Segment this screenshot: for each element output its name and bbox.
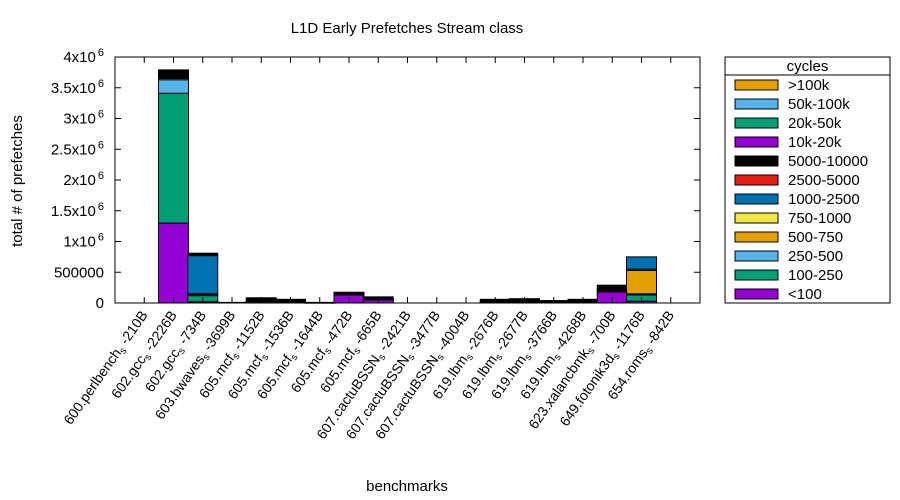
y-axis-label: total # of prefetches: [9, 115, 26, 247]
legend-label: 500-750: [788, 229, 843, 246]
legend-swatch: [734, 269, 779, 281]
legend-swatch: [734, 117, 779, 129]
legend-label: 10k-20k: [788, 134, 842, 151]
plot-frame: [114, 56, 701, 304]
y-tick-label: 2.5x10 6: [51, 139, 104, 158]
legend-label: 750-1000: [788, 210, 851, 227]
legend: cycles >100k 50k-100k 20k-50k 10k-20k 5000-10…: [724, 56, 891, 304]
legend-label: 5000-10000: [788, 153, 868, 170]
legend-swatch: [734, 212, 779, 224]
bar-segment: [596, 284, 628, 291]
bar-segment: [158, 79, 189, 94]
bars-layer: [158, 69, 657, 304]
x-axis-label: benchmarks: [366, 478, 448, 495]
legend-label: 50k-100k: [788, 96, 850, 113]
legend-label: 2500-5000: [788, 172, 860, 189]
y-axis: 0 500000 1x10 6 1.5x10 6 2x10 6 2.5x10 6 3x10 6 3.5x…: [51, 47, 700, 312]
legend-label: 1000-2500: [788, 191, 860, 208]
y-tick-label: 3x10 6: [63, 109, 104, 128]
legend-label: 20k-50k: [788, 115, 842, 132]
legend-swatch: [734, 193, 779, 205]
y-tick-label: 3.5x10 6: [51, 78, 104, 97]
legend-swatch: [734, 79, 779, 91]
y-tick-label: 1x10 6: [63, 232, 104, 251]
legend-swatch: [734, 98, 779, 110]
bar-segment: [158, 69, 189, 78]
legend-swatch: [734, 288, 779, 300]
legend-label: >100k: [788, 77, 830, 94]
legend-label: 250-500: [788, 248, 843, 265]
legend-label: 100-250: [788, 267, 843, 284]
y-tick-label: 1.5x10 6: [51, 201, 104, 220]
bar-segment: [187, 255, 219, 295]
y-tick-label: 500000: [54, 264, 104, 281]
bar-segment: [626, 256, 657, 270]
y-tick-label: 2x10 6: [63, 170, 104, 189]
legend-label: <100: [788, 286, 822, 303]
y-tick-label: 4x10 6: [63, 47, 104, 66]
bar-segment: [158, 222, 189, 304]
bar-segment: [626, 269, 657, 295]
y-axis-label-group: total # of prefetches: [9, 115, 26, 247]
bar-segment: [187, 252, 219, 257]
legend-swatch: [734, 231, 779, 243]
legend-title: cycles: [787, 58, 829, 75]
legend-swatch: [734, 174, 779, 186]
legend-swatch: [734, 155, 779, 167]
bar-segment: [158, 92, 189, 224]
legend-swatch: [734, 250, 779, 262]
bar-segment: [333, 291, 365, 295]
legend-swatch: [734, 136, 779, 148]
chart-title: L1D Early Prefetches Stream class: [291, 20, 524, 37]
y-tick-label: 0: [96, 295, 104, 312]
